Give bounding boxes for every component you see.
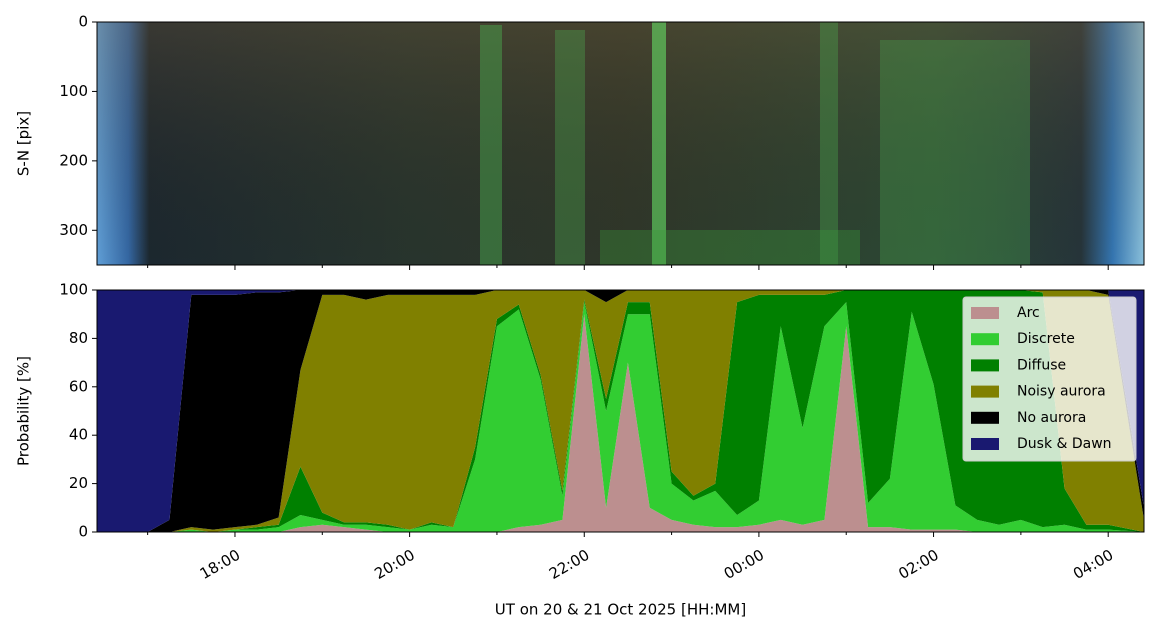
legend-label: Arc [1017,305,1040,321]
y-tick-label: 40 [69,426,88,444]
legend-label: Noisy aurora [1017,384,1106,400]
aurora-streak [600,230,860,265]
areas [97,290,1144,532]
legend-label: Discrete [1017,331,1075,347]
y-tick-label: 100 [59,82,88,100]
y-tick-label: 20 [69,474,88,492]
area [97,290,1144,532]
plot-frame [96,21,1145,266]
y-tick-label: 60 [69,377,88,395]
legend-swatch [971,385,999,398]
legend-box [962,296,1137,462]
area [97,302,1144,532]
y-tick-label: 0 [78,523,88,541]
x-tick-label: 22:00 [546,546,592,583]
area [97,290,1144,532]
x-tick-label: 02:00 [895,546,941,583]
x-tick-label: 18:00 [197,546,243,583]
legend-swatch [971,359,999,372]
legend-label: Dusk & Dawn [1017,436,1112,452]
x-axis-label: UT on 20 & 21 Oct 2025 [HH:MM] [495,601,746,619]
plot-frame [96,289,1145,533]
legend-swatch [971,411,999,424]
y-tick-label: 300 [59,221,88,239]
x-tick-label: 00:00 [721,546,767,583]
area [97,314,1144,532]
aurora-streak [480,25,502,265]
aurora-streak [652,22,666,265]
y-tick-label: 200 [59,151,88,169]
area [97,290,1144,532]
y-tick-label: 80 [69,329,88,347]
y-axis-label: Probability [%] [15,356,33,466]
legend-swatch [971,333,999,346]
x-tick-label: 20:00 [371,546,417,583]
x-tick-label: 04:00 [1070,546,1116,583]
keogram-shade [97,22,1144,265]
y-axis-label: S-N [pix] [15,111,33,176]
aurora-streak [555,30,585,265]
legend-swatch [971,307,999,319]
keogram-image [97,22,1144,265]
aurora-streak [820,22,838,265]
legend: Arc Discrete Diffuse Noisy aurora No aurora D… [962,296,1137,462]
legend-swatch [971,438,999,450]
y-tick-label: 100 [59,281,88,299]
y-tick-label: 0 [78,13,88,31]
legend-label: Diffuse [1017,357,1066,373]
aurora-streak [880,40,1030,265]
legend-label: No aurora [1017,410,1086,426]
